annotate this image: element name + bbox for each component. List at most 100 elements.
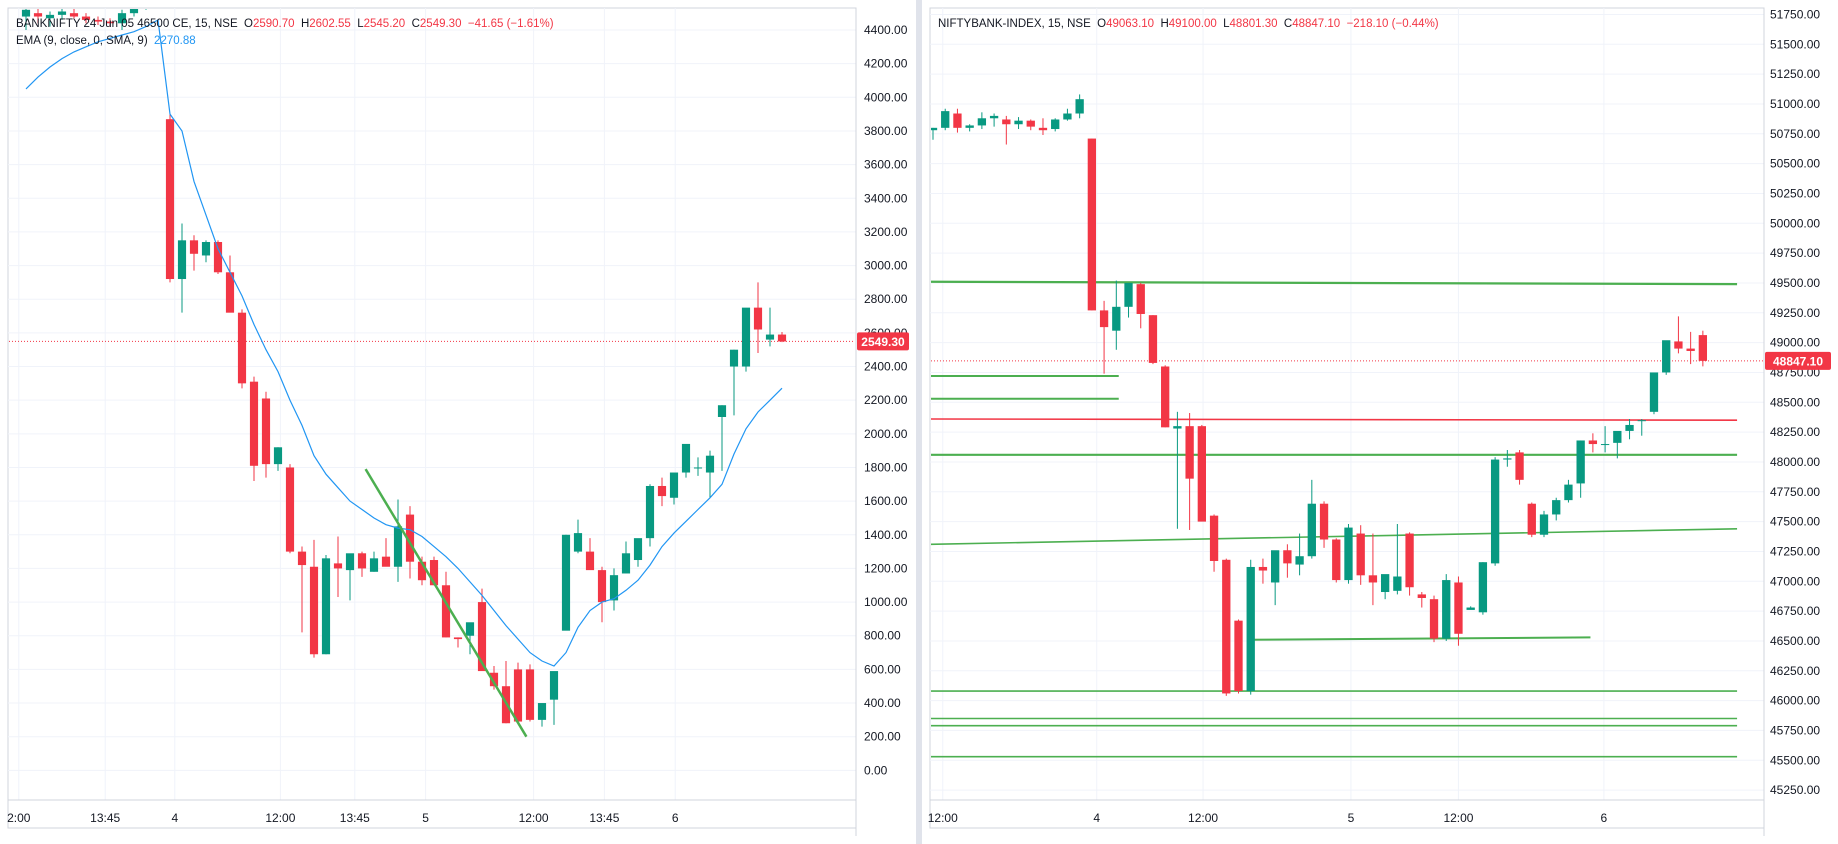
right-candle-body bbox=[1344, 527, 1353, 581]
right-plot-group bbox=[931, 94, 1763, 758]
left-candle-body bbox=[573, 533, 583, 552]
left-x-tick-label: 6 bbox=[672, 811, 679, 825]
left-interval[interactable]: 15 bbox=[194, 18, 208, 30]
left-legend-ohlc: BANKNIFTY 24 Jun 05 46500 CE, 15, NSE O2… bbox=[16, 18, 554, 30]
left-y-tick-label: 3600.00 bbox=[864, 158, 908, 172]
right-candle-body bbox=[1038, 127, 1048, 131]
right-candle-body bbox=[931, 127, 938, 131]
right-candle-body bbox=[1099, 310, 1109, 328]
right-y-tick-label: 46750.00 bbox=[1770, 604, 1820, 618]
right-candle-body bbox=[1014, 120, 1023, 125]
left-candle-body bbox=[525, 669, 535, 720]
left-candle-body bbox=[669, 472, 679, 498]
right-legend-ohlc: NIFTYBANK-INDEX, 15, NSE O49063.10 H4910… bbox=[938, 18, 1439, 30]
left-candle-body bbox=[381, 556, 391, 567]
right-candle-body bbox=[1576, 440, 1585, 484]
left-y-tick-label: 4200.00 bbox=[864, 57, 908, 71]
right-y-tick-label: 47000.00 bbox=[1770, 574, 1820, 588]
right-candle-body bbox=[977, 118, 987, 126]
left-candle-body bbox=[129, 9, 139, 14]
right-symbol[interactable]: NIFTYBANK-INDEX bbox=[938, 18, 1042, 30]
left-candle-body bbox=[681, 443, 691, 473]
left-y-tick-label: 1800.00 bbox=[864, 460, 908, 474]
left-candle-body bbox=[633, 538, 643, 561]
right-y-tick-label: 47250.00 bbox=[1770, 544, 1820, 558]
right-candle-body bbox=[1405, 533, 1414, 588]
left-legend: BANKNIFTY 24 Jun 05 46500 CE, 15, NSE O2… bbox=[16, 16, 554, 50]
right-candle-body bbox=[1295, 556, 1304, 565]
right-y-tick-label: 50750.00 bbox=[1770, 127, 1820, 141]
left-y-tick-label: 3200.00 bbox=[864, 225, 908, 239]
right-candle-body bbox=[1148, 315, 1158, 363]
right-candle-body bbox=[1429, 599, 1439, 639]
left-indicator-value: 2270.88 bbox=[154, 35, 196, 47]
right-c-label: C bbox=[1283, 18, 1293, 30]
left-candle-body bbox=[142, 0, 150, 6]
right-candle-body bbox=[1136, 284, 1145, 314]
right-candle-body bbox=[1478, 562, 1488, 613]
left-candle-body bbox=[213, 242, 223, 273]
left-candle-body bbox=[57, 11, 67, 15]
right-level-line bbox=[931, 527, 1738, 546]
right-y-tick-label: 50000.00 bbox=[1770, 216, 1820, 230]
right-candle-body bbox=[1051, 119, 1060, 130]
left-y-tick-label: 2000.00 bbox=[864, 427, 908, 441]
left-candle-body bbox=[165, 119, 175, 280]
right-y-tick-label: 48000.00 bbox=[1770, 455, 1820, 469]
left-change: −41.65 (−1.61%) bbox=[467, 18, 554, 30]
right-candle-body bbox=[1613, 430, 1622, 443]
left-y-tick-label: 2400.00 bbox=[864, 360, 908, 374]
left-y-tick-label: 200.00 bbox=[864, 730, 901, 744]
right-h-label: H bbox=[1160, 18, 1169, 30]
right-candle-body bbox=[1283, 550, 1292, 564]
left-candle-body bbox=[417, 561, 427, 581]
right-candle-body bbox=[1319, 503, 1329, 540]
right-c-value: 48847.10 bbox=[1292, 18, 1341, 30]
right-candle-body bbox=[953, 113, 962, 128]
left-y-tick-label: 3400.00 bbox=[864, 191, 908, 205]
left-candle-body bbox=[201, 242, 211, 256]
left-candle-body bbox=[741, 307, 751, 367]
right-o-label: O bbox=[1097, 18, 1107, 30]
left-candle-body bbox=[117, 13, 127, 24]
left-indicator-row[interactable]: EMA (9, close, 0, SMA, 9) 2270.88 bbox=[16, 33, 554, 50]
right-y-tick-label: 49500.00 bbox=[1770, 276, 1820, 290]
left-candle-body bbox=[393, 526, 403, 567]
left-candle-body bbox=[261, 398, 271, 465]
right-candle-body bbox=[1662, 340, 1671, 373]
right-l-value: 48801.30 bbox=[1229, 18, 1278, 30]
right-x-tick-label: 12:00 bbox=[1188, 811, 1218, 825]
right-y-tick-label: 51500.00 bbox=[1770, 37, 1820, 51]
left-candle-body bbox=[33, 13, 43, 17]
left-candle-body bbox=[321, 558, 331, 655]
left-y-tick-label: 800.00 bbox=[864, 629, 901, 643]
right-interval[interactable]: 15 bbox=[1047, 18, 1061, 30]
left-chart-pane[interactable]: 0.00 200.00 400.00 600.00 800.00 1000.00 1200.… bbox=[0, 0, 916, 844]
right-candle-body bbox=[1393, 576, 1402, 591]
left-y-tick-label: 600.00 bbox=[864, 662, 901, 676]
right-o-value: 49063.10 bbox=[1106, 18, 1155, 30]
left-candle-body bbox=[225, 272, 235, 313]
right-chart-svg[interactable]: 45250.00 45500.00 45750.00 46000.00 46250.00… bbox=[922, 0, 1838, 844]
right-legend: NIFTYBANK-INDEX, 15, NSE O49063.10 H4910… bbox=[938, 16, 1439, 33]
left-x-tick-label: 4 bbox=[171, 811, 178, 825]
right-y-tick-label: 45500.00 bbox=[1770, 753, 1820, 767]
left-symbol[interactable]: BANKNIFTY 24 Jun 05 46500 CE bbox=[16, 18, 189, 30]
right-chart-pane[interactable]: 45250.00 45500.00 45750.00 46000.00 46250.00… bbox=[922, 0, 1838, 844]
left-candle-body bbox=[549, 671, 559, 700]
left-chart-svg[interactable]: 0.00 200.00 400.00 600.00 800.00 1000.00 1200.… bbox=[0, 0, 916, 844]
right-level-line bbox=[931, 418, 1738, 421]
left-candle-body bbox=[561, 534, 571, 631]
left-indicator-name[interactable]: EMA (9, close, 0, SMA, 9) bbox=[16, 35, 148, 47]
right-candle-body bbox=[1686, 348, 1695, 351]
right-candle-body bbox=[1368, 575, 1378, 583]
right-candle-body bbox=[1442, 580, 1451, 639]
right-exchange: NSE bbox=[1067, 18, 1091, 30]
left-x-tick-label: 13:45 bbox=[90, 811, 120, 825]
right-y-tick-label: 51750.00 bbox=[1770, 7, 1820, 21]
right-candle-body bbox=[1185, 426, 1194, 479]
right-y-tick-label: 47750.00 bbox=[1770, 485, 1820, 499]
right-candle-body bbox=[1552, 500, 1561, 515]
left-candle-body bbox=[357, 553, 367, 569]
pane-divider[interactable] bbox=[916, 0, 922, 844]
